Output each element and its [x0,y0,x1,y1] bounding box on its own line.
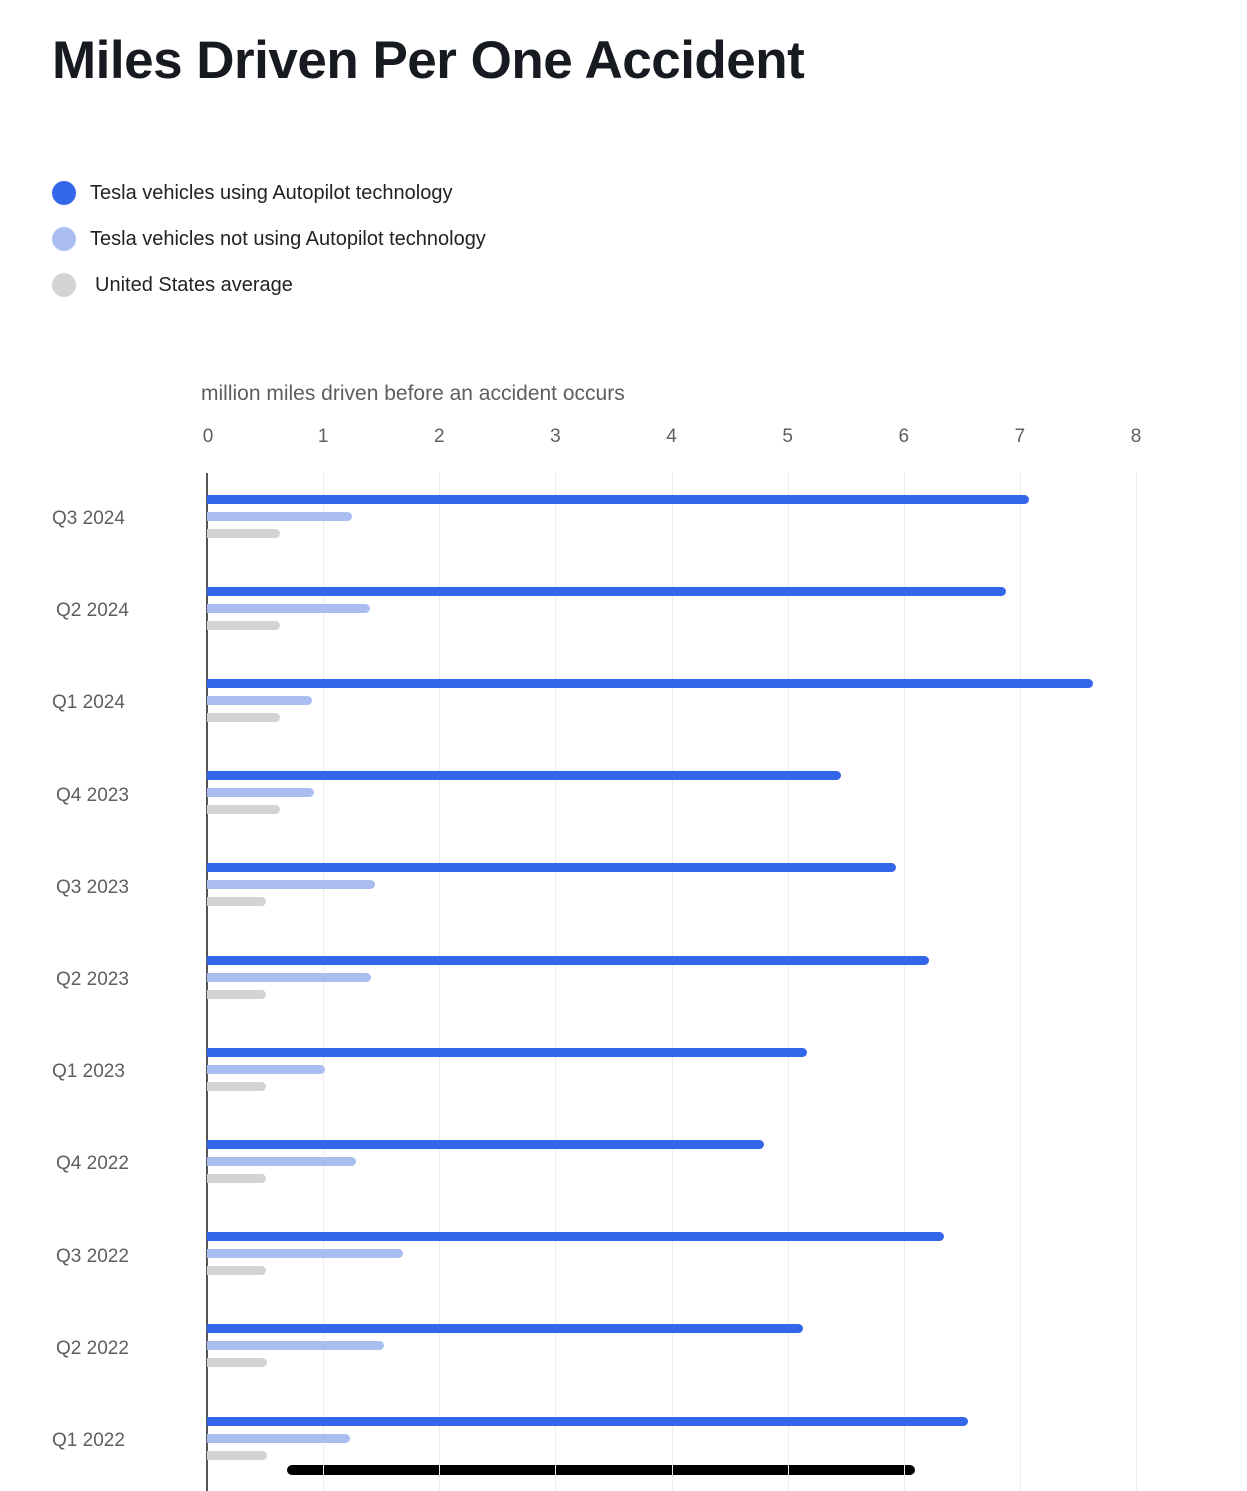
legend-label: Tesla vehicles using Autopilot technolog… [90,181,453,204]
home-indicator [287,1465,915,1475]
gridline [1019,473,1021,1491]
bar-autopilot [207,955,930,965]
bar-no-autopilot [207,788,314,798]
bar-autopilot [207,771,842,781]
bar-us-average [207,897,267,907]
bar-no-autopilot [207,695,312,705]
legend-label: Tesla vehicles not using Autopilot techn… [90,227,486,250]
legend-label: United States average [95,273,293,296]
y-category-label: Q4 2023 [56,784,129,806]
bar-autopilot [207,1416,968,1426]
bar-autopilot [207,678,1094,688]
x-tick-label: 1 [317,426,329,447]
bar-no-autopilot [207,511,353,521]
bar-autopilot [207,1139,765,1149]
bar-no-autopilot [207,1341,384,1351]
bar-autopilot [207,1047,808,1057]
y-category-label: Q1 2024 [52,692,125,714]
bar-autopilot [207,494,1030,504]
bar-no-autopilot [207,972,371,982]
bar-no-autopilot [207,603,370,613]
gridline [787,473,789,1491]
bar-autopilot [207,863,896,873]
legend-dot-icon [52,227,76,251]
y-category-label: Q4 2022 [56,1153,129,1175]
legend-item: Tesla vehicles not using Autopilot techn… [52,226,486,252]
bar-us-average [207,1266,267,1276]
x-tick-label: 0 [202,426,214,447]
bar-us-average [207,712,281,722]
y-category-label: Q2 2024 [56,600,129,622]
bar-us-average [207,1173,267,1183]
x-tick-label: 7 [1014,426,1026,447]
y-category-label: Q1 2023 [52,1061,125,1083]
legend-item: Tesla vehicles using Autopilot technolog… [52,180,452,206]
bar-us-average [207,1081,267,1091]
x-tick-label: 4 [666,426,677,447]
bar-us-average [207,989,267,999]
bar-autopilot [207,586,1006,596]
gridline [903,473,905,1491]
x-tick-label: 6 [898,426,910,447]
bar-autopilot [207,1324,803,1334]
y-category-label: Q3 2023 [56,876,129,898]
y-category-label: Q3 2024 [52,508,125,529]
x-axis-label: million miles driven before an accident … [201,382,625,405]
bar-no-autopilot [207,1249,404,1259]
bar-no-autopilot [207,1064,326,1074]
bar-us-average [207,620,281,630]
bar-us-average [207,1450,268,1460]
gridline [323,473,325,1491]
y-category-label: Q2 2023 [56,969,129,990]
bar-us-average [207,1358,268,1368]
legend-dot-icon [52,273,76,297]
gridline [1136,473,1137,1491]
bar-us-average [207,528,281,538]
bar-no-autopilot [207,1156,356,1166]
gridline [439,473,441,1491]
y-category-label: Q1 2022 [52,1430,125,1451]
bar-autopilot [207,1232,945,1242]
x-tick-label: 5 [782,426,793,447]
y-axis-line [206,473,208,1491]
y-category-label: Q3 2022 [56,1245,129,1267]
bar-us-average [207,805,281,815]
gridline [671,473,673,1491]
bar-no-autopilot [207,880,376,890]
bar-no-autopilot [207,1433,350,1443]
x-tick-label: 3 [550,426,561,447]
gridline [555,473,557,1491]
y-category-label: Q2 2022 [56,1337,129,1359]
x-tick-label: 8 [1130,426,1142,447]
x-tick-label: 2 [433,426,445,447]
chart-title: Miles Driven Per One Accident [52,31,805,90]
legend-item: United States average [52,272,293,298]
legend-dot-icon [52,181,76,205]
